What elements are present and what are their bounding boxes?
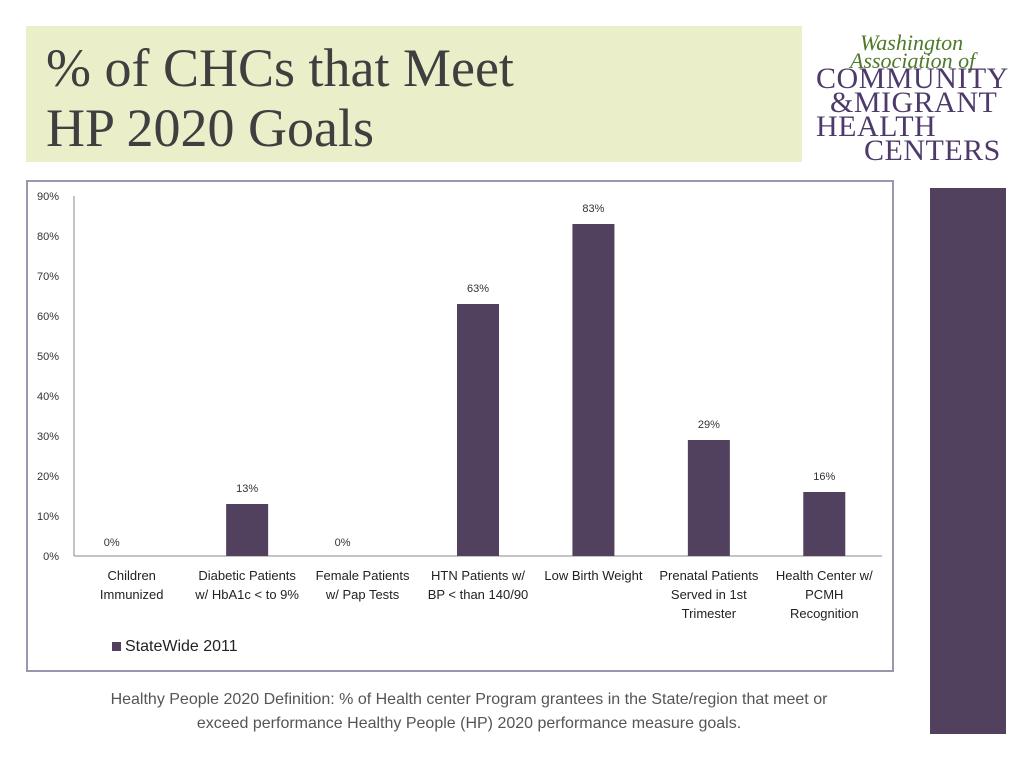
bar — [687, 440, 730, 556]
logo-line-centers: CENTERS — [864, 134, 1001, 167]
y-tick-label: 90% — [37, 191, 59, 203]
category-label: Trimester — [682, 606, 737, 621]
y-tick-label: 20% — [37, 471, 59, 483]
category-label: w/ HbA1c < to 9% — [194, 587, 299, 602]
y-tick-label: 30% — [37, 431, 59, 443]
bar-chart: 0% 10% 20% 30% 40% 50% 60% 70% 80% 90% 0% Children I… — [37, 191, 882, 655]
data-label: 0% — [335, 537, 351, 549]
category-label: Immunized — [100, 587, 164, 602]
category-label: Health Center w/ — [776, 568, 873, 583]
category-label: w/ Pap Tests — [325, 587, 400, 602]
bar — [457, 304, 499, 556]
y-tick-label: 70% — [37, 271, 59, 283]
legend-label: StateWide 2011 — [125, 638, 238, 655]
y-tick-label: 40% — [37, 391, 59, 403]
y-tick-label: 60% — [37, 311, 59, 323]
logo-line-washington: Washington — [860, 30, 964, 55]
bar — [803, 492, 846, 556]
y-tick-label: 0% — [43, 551, 59, 563]
title-box: % of CHCs that Meet HP 2020 Goals — [26, 26, 802, 162]
legend-swatch — [112, 642, 121, 651]
footer-line2: exceed performance Healthy People (HP) 2… — [196, 715, 742, 732]
category-label: Prenatal Patients — [659, 568, 759, 583]
category-label: Children — [108, 568, 156, 583]
category-label: Diabetic Patients — [198, 568, 296, 583]
footer-line1: Healthy People 2020 Definition: % of Hea… — [110, 691, 828, 708]
data-label: 13% — [236, 483, 258, 495]
logo-line-community: COMMUNITY — [816, 62, 1009, 95]
data-label: 0% — [104, 537, 120, 549]
y-tick-label: 50% — [37, 351, 59, 363]
logo-line-health: HEALTH — [816, 110, 937, 143]
data-label: 63% — [467, 283, 489, 295]
category-label: Female Patients — [316, 568, 410, 583]
category-label: BP < than 140/90 — [428, 587, 529, 602]
slide-title-line2: HP 2020 Goals — [46, 98, 375, 158]
slide-title-line1: % of CHCs that Meet — [46, 38, 514, 98]
category-label: Served in 1st — [671, 587, 747, 602]
bar — [226, 504, 269, 556]
category-label: PCMH — [805, 587, 843, 602]
logo-line-association: Association of — [850, 48, 976, 73]
data-label: 29% — [698, 419, 720, 431]
footer-definition: Healthy People 2020 Definition: % of Hea… — [40, 688, 898, 736]
data-label: 16% — [813, 471, 835, 483]
decorative-side-bar — [930, 188, 1006, 734]
organization-logo: Washington Association of COMMUNITY &MIG… — [814, 30, 1008, 170]
data-label: 83% — [582, 203, 604, 215]
logo-line-migrant: &MIGRANT — [830, 86, 998, 119]
bar — [572, 224, 615, 556]
y-tick-label: 80% — [37, 231, 59, 243]
category-label: HTN Patients w/ — [431, 568, 525, 583]
chart-frame: 0% 10% 20% 30% 40% 50% 60% 70% 80% 90% 0% Children I… — [26, 180, 894, 672]
category-label: Low Birth Weight — [544, 568, 642, 583]
category-label: Recognition — [790, 606, 859, 621]
y-tick-label: 10% — [37, 511, 59, 523]
